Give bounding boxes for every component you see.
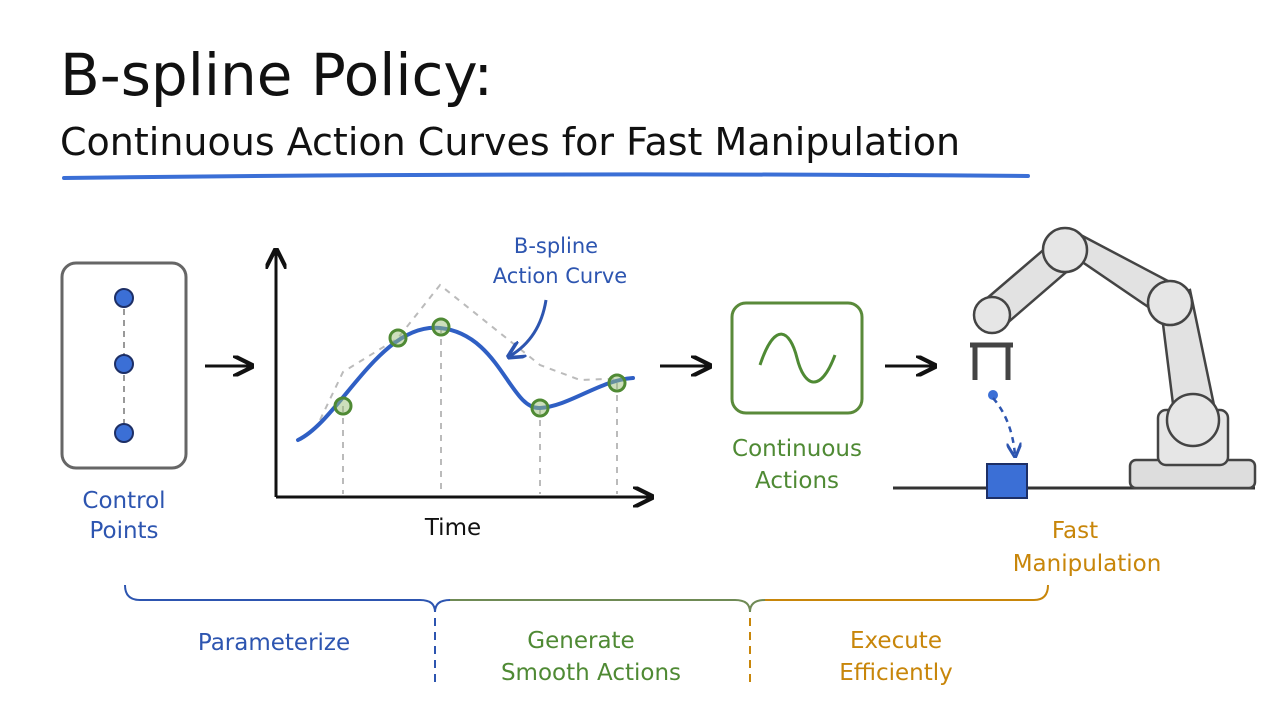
knot xyxy=(333,396,353,416)
node-label: Continuous xyxy=(732,436,862,462)
control-point xyxy=(114,354,134,374)
node-label: Control xyxy=(82,488,165,514)
underline xyxy=(62,172,1030,180)
action-box xyxy=(730,301,864,415)
sine-icon xyxy=(758,332,837,384)
control-point xyxy=(114,288,134,308)
annotation-arrow xyxy=(510,299,548,356)
cube xyxy=(986,463,1028,499)
node-label: Fast xyxy=(1052,518,1098,544)
control-point xyxy=(114,423,134,443)
gripper xyxy=(970,342,1013,380)
stage-label: Efficiently xyxy=(839,660,953,686)
node-label: Actions xyxy=(755,468,839,494)
knot xyxy=(388,328,408,348)
stage-label: Parameterize xyxy=(198,630,350,656)
knot xyxy=(431,317,451,337)
robot-joint xyxy=(972,295,1012,335)
knot xyxy=(607,373,627,393)
stage-label: Execute xyxy=(850,628,942,654)
knot xyxy=(530,398,550,418)
spline-curve xyxy=(296,325,635,442)
motion-arrow xyxy=(992,397,1015,455)
axis-label: Time xyxy=(424,515,481,541)
target-dot xyxy=(988,390,998,400)
control-box xyxy=(60,261,188,470)
robot-joint xyxy=(1041,226,1089,274)
node-label: Points xyxy=(89,518,158,544)
control-polygon xyxy=(319,283,634,421)
annotation: B-spline xyxy=(514,234,598,258)
brace xyxy=(124,584,451,613)
annotation: Action Curve xyxy=(493,264,627,288)
brace xyxy=(765,584,1049,601)
node-label: Manipulation xyxy=(1013,551,1162,577)
robot-joint xyxy=(1165,392,1221,448)
robot-joint xyxy=(1146,279,1194,327)
brace xyxy=(450,599,766,613)
stage-label: Generate xyxy=(527,628,634,654)
subtitle: Continuous Action Curves for Fast Manipu… xyxy=(60,120,960,164)
stage-label: Smooth Actions xyxy=(501,660,681,686)
title: B-spline Policy: xyxy=(60,41,493,109)
